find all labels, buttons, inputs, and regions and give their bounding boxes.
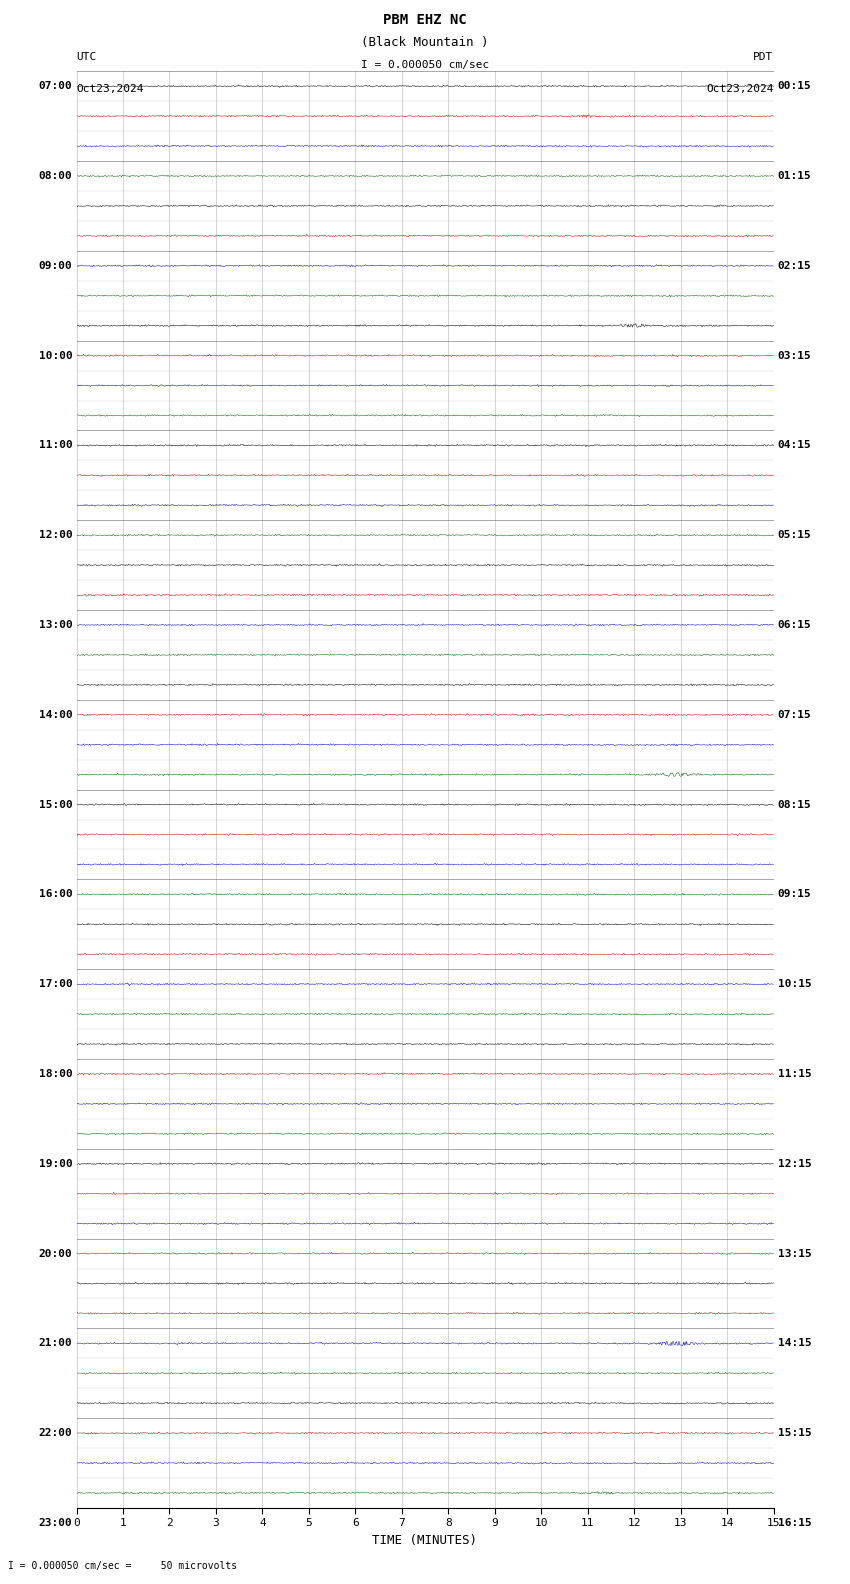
Text: 13:00: 13:00 xyxy=(38,619,72,630)
Text: 05:15: 05:15 xyxy=(778,531,812,540)
Text: 09:15: 09:15 xyxy=(778,889,812,900)
Text: (Black Mountain ): (Black Mountain ) xyxy=(361,36,489,49)
Text: 10:00: 10:00 xyxy=(38,350,72,361)
Text: PBM EHZ NC: PBM EHZ NC xyxy=(383,13,467,27)
Text: 08:00: 08:00 xyxy=(38,171,72,181)
Text: 13:15: 13:15 xyxy=(778,1248,812,1259)
Text: 16:15: 16:15 xyxy=(778,1517,812,1529)
Text: 00:15: 00:15 xyxy=(778,81,812,92)
Text: 23:00: 23:00 xyxy=(38,1517,72,1529)
Text: 16:00: 16:00 xyxy=(38,889,72,900)
Text: I = 0.000050 cm/sec: I = 0.000050 cm/sec xyxy=(361,60,489,70)
Text: 08:15: 08:15 xyxy=(778,800,812,809)
Text: 22:00: 22:00 xyxy=(38,1429,72,1438)
Text: 19:00: 19:00 xyxy=(38,1159,72,1169)
Text: 09:00: 09:00 xyxy=(38,261,72,271)
Text: 02:15: 02:15 xyxy=(778,261,812,271)
Text: 06:15: 06:15 xyxy=(778,619,812,630)
Text: 17:00: 17:00 xyxy=(38,979,72,988)
Text: 07:00: 07:00 xyxy=(38,81,72,92)
Text: PDT: PDT xyxy=(753,52,774,62)
Text: 11:00: 11:00 xyxy=(38,440,72,450)
X-axis label: TIME (MINUTES): TIME (MINUTES) xyxy=(372,1533,478,1548)
Text: 21:00: 21:00 xyxy=(38,1338,72,1348)
Text: 11:15: 11:15 xyxy=(778,1069,812,1079)
Text: 15:00: 15:00 xyxy=(38,800,72,809)
Text: UTC: UTC xyxy=(76,52,97,62)
Text: Oct23,2024: Oct23,2024 xyxy=(706,84,774,93)
Text: 20:00: 20:00 xyxy=(38,1248,72,1259)
Text: 10:15: 10:15 xyxy=(778,979,812,988)
Text: 14:00: 14:00 xyxy=(38,710,72,719)
Text: 03:15: 03:15 xyxy=(778,350,812,361)
Text: 15:15: 15:15 xyxy=(778,1429,812,1438)
Text: I = 0.000050 cm/sec =     50 microvolts: I = 0.000050 cm/sec = 50 microvolts xyxy=(8,1562,238,1571)
Text: 12:00: 12:00 xyxy=(38,531,72,540)
Text: 07:15: 07:15 xyxy=(778,710,812,719)
Text: 04:15: 04:15 xyxy=(778,440,812,450)
Text: Oct23,2024: Oct23,2024 xyxy=(76,84,144,93)
Text: 01:15: 01:15 xyxy=(778,171,812,181)
Text: 18:00: 18:00 xyxy=(38,1069,72,1079)
Text: 14:15: 14:15 xyxy=(778,1338,812,1348)
Text: 12:15: 12:15 xyxy=(778,1159,812,1169)
